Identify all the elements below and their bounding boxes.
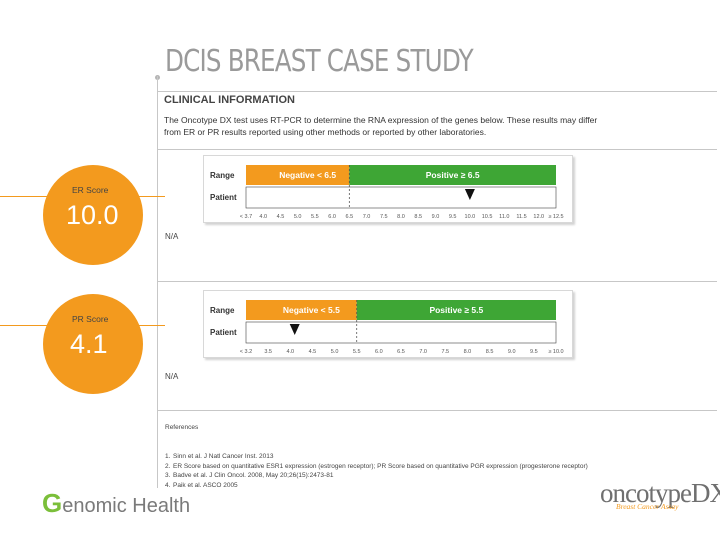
pr-tick-label: 9.0 <box>508 349 516 355</box>
pr-tick-label: ≥ 10.0 <box>548 349 563 355</box>
er-negative-label: Negative < 6.5 <box>279 170 336 180</box>
pr-tick-label: 9.5 <box>530 349 538 355</box>
er-negative-bar <box>246 165 350 185</box>
reference-number: 4. <box>165 481 171 489</box>
pr-tick-label: 7.5 <box>441 349 449 355</box>
clinical-heading: CLINICAL INFORMATION <box>164 94 295 106</box>
reference-item: 4. Paik et al. ASCO 2005 <box>165 481 588 491</box>
pr-tick-label: 7.0 <box>419 349 427 355</box>
pr-tick-label: 5.0 <box>331 349 339 355</box>
pr-positive-bar <box>356 300 556 320</box>
reference-text: Sinn et al. J Natl Cancer Inst. 2013 <box>173 453 274 460</box>
er-tick-label: 10.0 <box>465 214 476 220</box>
pr-range-chart-svg: Range Patient Negative < 5.5 Positive ≥ 5.5… <box>210 300 564 355</box>
pr-tick-label: 4.5 <box>309 349 317 355</box>
pr-tick-label: 4.0 <box>286 349 294 355</box>
er-positive-bar <box>349 165 556 185</box>
left-rule <box>157 76 158 488</box>
pr-score-circle <box>43 294 143 394</box>
rule-top <box>157 91 717 92</box>
pr-patient-label: Patient <box>210 328 237 337</box>
oncotype-dx-logo-subtitle: Breast Cancer Assay <box>616 502 679 511</box>
er-tick-label: 9.5 <box>449 214 457 220</box>
rule-er <box>157 281 717 282</box>
er-patient-row <box>245 186 557 209</box>
er-range-chart: Range Patient Negative < 6.5 Positive ≥ 6.5… <box>203 155 573 223</box>
reference-text: ER Score based on quantitative ESR1 expr… <box>173 462 588 470</box>
genomic-health-logo-text: enomic Health <box>62 495 191 517</box>
pr-tick-label: 8.0 <box>464 349 472 355</box>
pr-negative-bar <box>246 300 357 320</box>
er-tick-label: 6.0 <box>328 214 336 220</box>
pr-tick-label: 3.5 <box>264 349 272 355</box>
pr-range-chart: Range Patient Negative < 5.5 Positive ≥ 5.5… <box>203 290 573 358</box>
er-tick-label: 8.5 <box>414 214 422 220</box>
reference-text: Badve et al. J Clin Oncol. 2008, May 20;… <box>173 472 334 479</box>
pr-tick-label: < 3.2 <box>240 349 252 355</box>
er-tick-label: 5.0 <box>294 214 302 220</box>
reference-text: Paik et al. ASCO 2005 <box>173 481 238 489</box>
pr-tick-label: 6.5 <box>397 349 405 355</box>
reference-item: 2. ER Score based on quantitative ESR1 ex… <box>165 462 588 472</box>
genomic-health-logo-g: G <box>42 488 63 518</box>
er-tick-label: 10.5 <box>482 214 493 220</box>
pr-tick-label: 5.5 <box>353 349 361 355</box>
pr-score-label: PR Score <box>72 314 109 324</box>
er-tick-label: < 3.7 <box>240 214 252 220</box>
er-tick-label: 7.5 <box>380 214 388 220</box>
pr-patient-marker <box>289 324 300 335</box>
pr-patient-row <box>245 321 557 344</box>
references-heading: References <box>165 424 199 431</box>
rule-pr <box>157 410 717 411</box>
pr-na: N/A <box>165 372 179 381</box>
er-tick-label: 7.0 <box>363 214 371 220</box>
er-positive-label: Positive ≥ 6.5 <box>426 170 480 180</box>
references-list: 1. Sinn et al. J Natl Cancer Inst. 2013 2… <box>165 452 588 490</box>
er-tick-label: 11.5 <box>516 214 526 220</box>
er-tick-label: ≥ 12.5 <box>548 214 563 220</box>
oncotype-dx-logo: oncotypeDX® <box>600 478 720 509</box>
page-title: DCIS BREAST CASE STUDY <box>165 44 474 79</box>
pr-range-label: Range <box>210 306 235 315</box>
pr-tick-label: 6.0 <box>375 349 383 355</box>
er-tick-label: 12.0 <box>533 214 544 220</box>
pr-negative-label: Negative < 5.5 <box>283 305 340 315</box>
er-tick-label: 5.5 <box>311 214 319 220</box>
pr-score-line <box>0 325 165 326</box>
pr-tick-label: 8.5 <box>486 349 494 355</box>
reference-number: 1. <box>165 453 171 460</box>
er-range-chart-svg: Range Patient Negative < 6.5 Positive ≥ 6.5… <box>210 165 564 220</box>
rule-clinical <box>157 149 717 150</box>
er-tick-label: 11.0 <box>499 214 509 220</box>
clinical-text: The Oncotype DX test uses RT-PCR to dete… <box>164 115 598 137</box>
er-tick-label: 4.5 <box>277 214 285 220</box>
pr-score-value: 4.1 <box>70 329 108 359</box>
oncotype-dx-logo-text: oncotypeDX <box>600 478 720 508</box>
er-tick-label: 9.0 <box>432 214 440 220</box>
er-na: N/A <box>165 232 179 241</box>
er-score-value: 10.0 <box>66 200 119 230</box>
er-score-label: ER Score <box>72 185 109 195</box>
genomic-health-logo: Genomic Health <box>42 488 190 519</box>
er-patient-label: Patient <box>210 193 237 202</box>
er-patient-marker <box>464 189 475 200</box>
er-range-label: Range <box>210 171 235 180</box>
er-tick-label: 8.0 <box>397 214 405 220</box>
pr-positive-label: Positive ≥ 5.5 <box>429 305 483 315</box>
reference-number: 2. <box>165 462 171 470</box>
reference-item: 1. Sinn et al. J Natl Cancer Inst. 2013 <box>165 452 588 462</box>
er-tick-label: 4.0 <box>259 214 267 220</box>
er-score-line <box>0 196 165 197</box>
er-score-circle <box>43 165 143 265</box>
reference-number: 3. <box>165 472 171 479</box>
er-tick-label: 6.5 <box>346 214 354 220</box>
reference-item: 3. Badve et al. J Clin Oncol. 2008, May 2… <box>165 471 588 481</box>
